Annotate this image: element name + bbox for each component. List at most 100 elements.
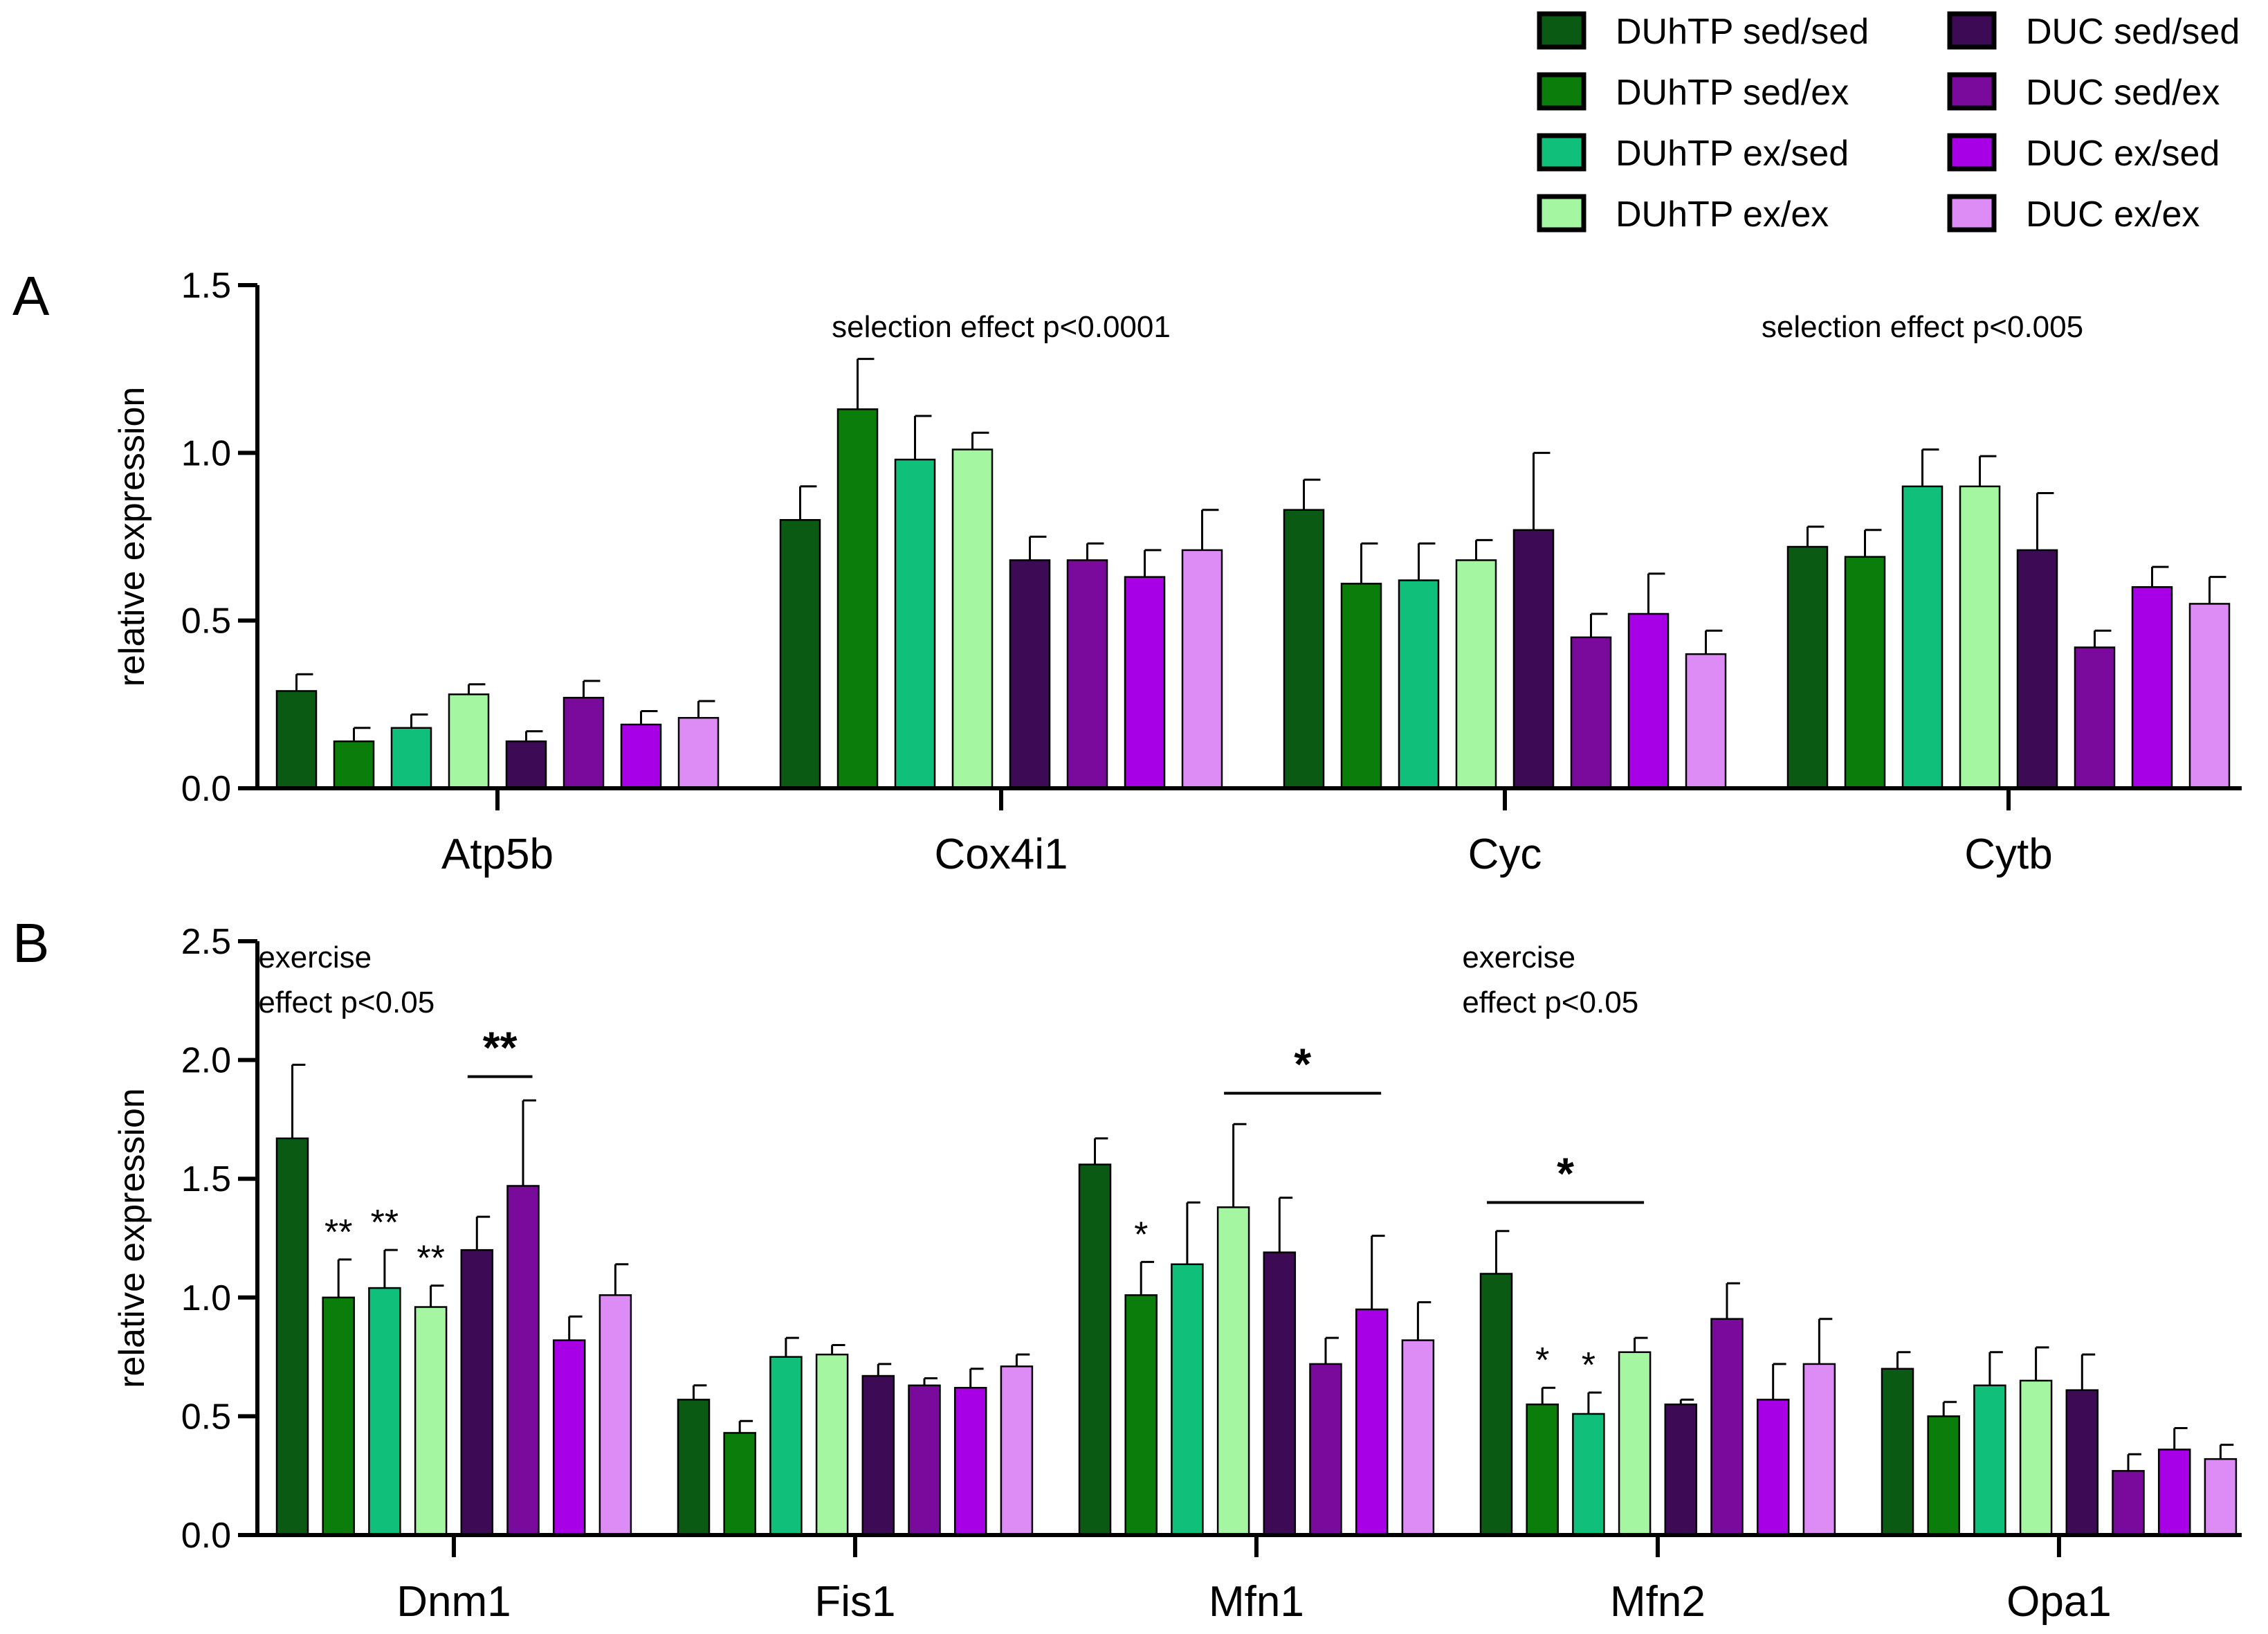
x-tick-label-fis1: Fis1 [814,1578,895,1626]
bar-cyc-3 [1398,579,1440,790]
bar-cyc-4 [1455,559,1497,790]
bar-cyc-8 [1685,653,1727,790]
bar-fis1-1 [677,1399,711,1536]
bar-opa1-8 [2204,1458,2238,1536]
bar-opa1-5 [2065,1389,2099,1536]
bar-mfn2-1 [1479,1273,1513,1536]
stat-annotation: effect p<0.05 [258,986,435,1019]
bar-dnm1-6 [506,1185,540,1536]
bar-fis1-7 [953,1386,987,1536]
legend-swatch-6 [1947,72,1997,111]
significance-marker: ** [324,1213,352,1253]
bar-dnm1-7 [552,1339,586,1536]
bar-fis1-8 [1000,1365,1034,1536]
legend-label-4: DUhTP ex/ex [1616,194,1829,235]
y-tick-label: 1.5 [181,1159,231,1199]
bar-atp5b-3 [390,727,432,790]
stat-annotation: exercise [1462,941,1575,974]
significance-marker: ** [371,1203,399,1243]
bar-cox4i1-2 [836,408,879,790]
bar-opa1-6 [2112,1470,2145,1536]
y-tick-label: 2.5 [181,922,231,962]
x-tick-label-mfn1: Mfn1 [1209,1578,1304,1626]
legend-swatch-8 [1947,194,1997,233]
legend-label-5: DUC sed/sed [2026,12,2240,52]
x-tick-label-dnm1: Dnm1 [396,1578,511,1626]
bar-dnm1-2 [322,1296,355,1536]
legend-swatch-7 [1947,133,1997,172]
bar-cytb-5 [2016,549,2058,790]
legend-label-6: DUC sed/ex [2026,73,2220,113]
bracket-significance-marker: * [1294,1040,1311,1089]
y-tick-label: 0.0 [181,769,231,809]
panel-letter: B [12,912,49,974]
panel-letter: A [12,265,50,327]
bar-cyc-2 [1340,583,1382,790]
significance-marker: ** [417,1239,444,1279]
bar-fis1-6 [908,1384,941,1536]
bar-mfn2-4 [1618,1351,1652,1536]
legend: DUhTP sed/sed DUhTP sed/ex DUhTP ex/sed DUh… [1537,11,2240,235]
significance-marker: * [1134,1215,1148,1255]
stat-annotation: effect p<0.05 [1462,986,1638,1019]
bar-cox4i1-5 [1009,559,1051,790]
y-tick-label: 0.0 [181,1516,231,1556]
bar-cox4i1-8 [1181,549,1223,790]
bar-mfn1-6 [1309,1363,1342,1536]
x-tick-label-cytb: Cytb [1964,830,2052,878]
bar-mfn1-4 [1216,1206,1250,1536]
bar-cyc-6 [1570,636,1612,790]
bar-fis1-3 [769,1356,803,1536]
bar-dnm1-3 [368,1287,401,1536]
y-tick-label: 1.5 [181,266,231,306]
bar-dnm1-4 [414,1306,448,1536]
bar-mfn2-2 [1526,1403,1559,1536]
bar-mfn1-1 [1078,1163,1112,1536]
bar-atp5b-1 [275,690,318,790]
y-tick-label: 0.5 [181,601,231,642]
bar-mfn1-5 [1263,1251,1297,1536]
stat-annotation: selection effect p<0.0001 [832,310,1171,344]
bar-cox4i1-4 [951,448,994,790]
y-tick-label: 1.0 [181,433,231,473]
legend-swatch-1 [1537,11,1586,50]
bar-mfn2-3 [1572,1413,1605,1536]
significance-marker: * [1535,1341,1549,1381]
bar-cytb-2 [1844,556,1886,790]
bar-fis1-4 [815,1353,849,1536]
bar-opa1-2 [1927,1415,1960,1536]
legend-swatch-5 [1947,11,1997,50]
bar-opa1-4 [2019,1379,2053,1536]
legend-label-3: DUhTP ex/sed [1616,134,1849,174]
bar-mfn1-8 [1401,1339,1435,1536]
bar-atp5b-4 [448,693,490,790]
y-tick-label: 1.0 [181,1278,231,1318]
bar-atp5b-8 [677,716,720,790]
bracket-significance-marker: ** [483,1023,518,1073]
x-tick-label-cox4i1: Cox4i1 [935,830,1068,878]
bar-cox4i1-1 [779,519,821,790]
bar-atp5b-6 [563,696,605,790]
legend-swatch-4 [1537,194,1586,233]
bar-cyc-7 [1627,612,1670,790]
bar-atp5b-5 [505,740,547,790]
bar-mfn2-5 [1664,1403,1698,1536]
bar-cytb-7 [2131,585,2173,790]
x-tick-label-atp5b: Atp5b [441,830,554,878]
stat-annotation: exercise [258,941,372,974]
bar-mfn2-6 [1710,1318,1744,1536]
bar-cox4i1-3 [894,458,936,790]
legend-label-8: DUC ex/ex [2026,194,2200,235]
bar-mfn2-8 [1802,1363,1836,1536]
y-tick-label: 2.0 [181,1041,231,1081]
bar-cyc-1 [1283,509,1325,790]
legend-swatch-2 [1537,72,1586,111]
bar-cytb-8 [2188,603,2231,790]
bar-dnm1-8 [598,1294,632,1536]
legend-label-2: DUhTP sed/ex [1616,73,1849,113]
x-tick-label-mfn2: Mfn2 [1610,1578,1705,1626]
bar-atp5b-7 [620,723,662,790]
bar-dnm1-5 [460,1249,494,1536]
bar-cytb-3 [1901,485,1944,790]
bar-mfn1-7 [1355,1308,1389,1536]
